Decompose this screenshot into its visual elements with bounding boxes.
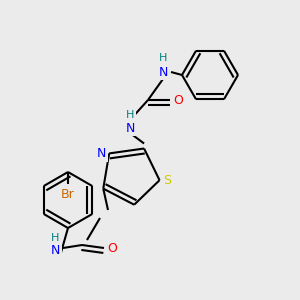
Text: N: N: [50, 244, 60, 257]
Text: O: O: [173, 94, 183, 106]
Text: H: H: [51, 233, 59, 243]
Text: Br: Br: [61, 188, 75, 200]
Text: N: N: [158, 65, 168, 79]
Text: S: S: [164, 174, 172, 187]
Text: N: N: [97, 147, 106, 160]
Text: H: H: [126, 110, 134, 120]
Text: N: N: [125, 122, 135, 134]
Text: O: O: [107, 242, 117, 254]
Text: H: H: [159, 53, 167, 63]
